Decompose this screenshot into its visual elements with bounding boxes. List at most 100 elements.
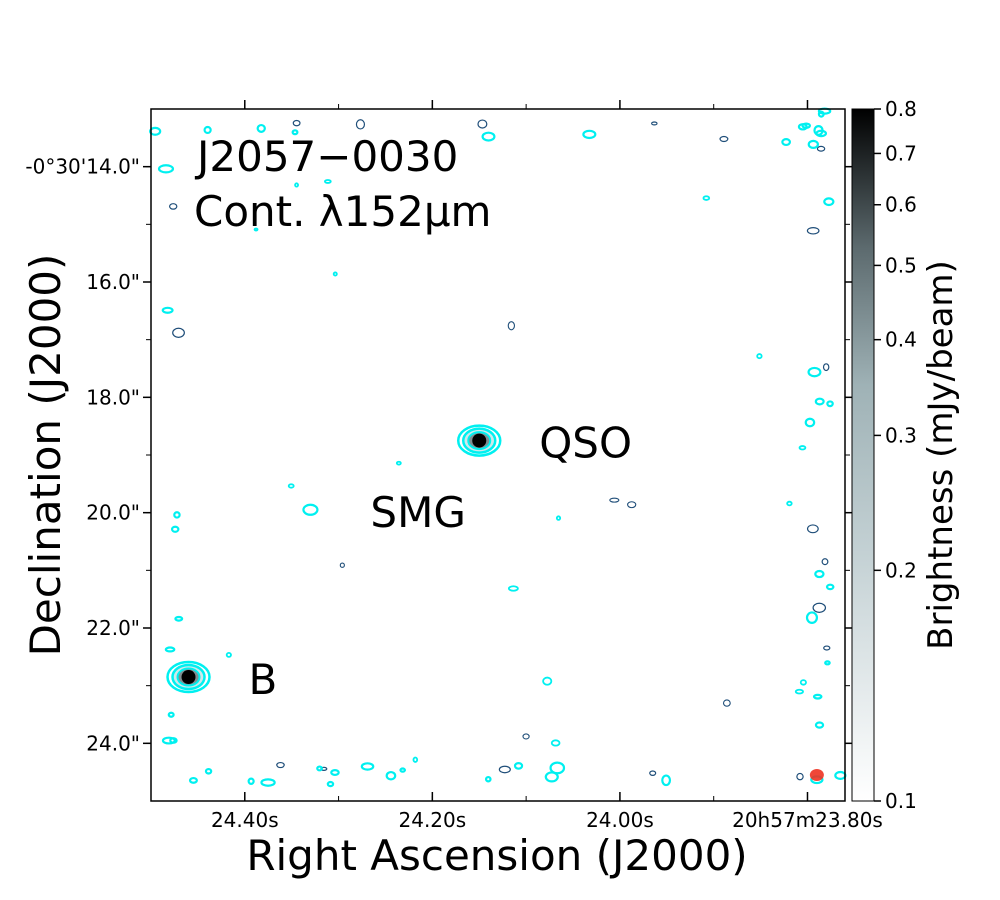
- beam-ellipse: [809, 769, 824, 782]
- positive-contour: [812, 693, 823, 700]
- colorbar: [851, 108, 875, 802]
- positive-contour: [291, 129, 299, 136]
- negative-contour: [169, 203, 178, 210]
- negative-contour: [806, 524, 819, 534]
- positive-contour: [225, 651, 232, 658]
- source-contour-outer: [456, 424, 502, 457]
- positive-contour: [294, 182, 299, 188]
- source-label: QSO: [539, 419, 632, 468]
- negative-contour: [822, 363, 830, 372]
- positive-contour: [316, 765, 323, 772]
- source-qso: QSO: [456, 419, 632, 468]
- colorbar-tick-label: 0.4: [885, 328, 917, 352]
- negative-contour: [649, 770, 657, 776]
- positive-contour: [256, 123, 266, 133]
- negative-contour: [498, 765, 511, 774]
- positive-contour: [173, 511, 181, 519]
- positive-contour: [825, 583, 835, 591]
- positive-contour: [814, 721, 825, 729]
- positive-contour: [161, 306, 174, 314]
- source-contour: [302, 503, 319, 516]
- source-contour-outer: [166, 660, 211, 694]
- positive-contour: [807, 139, 819, 150]
- negative-contour: [719, 135, 729, 143]
- positive-contour: [332, 271, 338, 277]
- negative-contour: [522, 733, 530, 740]
- positive-contour: [412, 756, 419, 763]
- negative-contour: [276, 761, 285, 769]
- positive-contour: [805, 611, 819, 624]
- colorbar-tick-label: 0.8: [885, 97, 917, 121]
- x-tick-label: 24.20s: [399, 808, 467, 832]
- negative-contour: [816, 145, 826, 152]
- source-label: SMG: [370, 488, 465, 537]
- negative-contour: [627, 501, 637, 509]
- negative-contour: [477, 119, 488, 129]
- positive-contour: [582, 129, 597, 140]
- y-tick-label: 24.0": [86, 731, 140, 755]
- positive-contour: [823, 197, 835, 207]
- chart-subtitle: Cont. λ152μm: [194, 187, 491, 236]
- positive-contour: [326, 780, 335, 788]
- negative-contour: [507, 321, 516, 331]
- positive-contour: [826, 400, 834, 408]
- negative-contour: [172, 327, 185, 338]
- negative-contour: [609, 497, 620, 503]
- colorbar-axis: 0.8 0.7 0.6 0.5 0.4 0.3 0.2 0.1: [874, 97, 917, 813]
- x-tick-label: 24.40s: [211, 808, 279, 832]
- positive-contour: [253, 227, 259, 232]
- negative-contour: [821, 558, 829, 566]
- colorbar-tick-label: 0.5: [885, 253, 917, 277]
- x-axis: 24.40s 24.20s 24.00s 20h57m23.80s: [211, 100, 883, 832]
- positive-contour: [798, 445, 807, 451]
- positive-contour: [149, 126, 162, 136]
- y-tick-label: 18.0": [86, 385, 140, 409]
- positive-contour: [814, 569, 825, 579]
- source-smg: SMG: [302, 488, 466, 537]
- colorbar-tick-label: 0.3: [885, 423, 917, 447]
- positive-contour: [813, 125, 824, 136]
- positive-contour: [260, 778, 276, 787]
- positive-contour: [797, 123, 808, 131]
- positive-contour: [756, 353, 763, 360]
- positive-contour: [161, 736, 176, 745]
- chart-title: J2057−0030: [194, 132, 458, 181]
- source-b: B: [166, 655, 277, 704]
- positive-contour: [804, 417, 816, 428]
- y-tick-label: 20.0": [86, 501, 140, 525]
- x-tick-label: 24.00s: [586, 808, 654, 832]
- y-axis-label: Declination (J2000): [21, 254, 70, 657]
- negative-contour: [292, 119, 301, 127]
- positive-contour: [549, 761, 566, 775]
- negative-contour: [722, 699, 731, 707]
- positive-contour: [203, 125, 212, 135]
- positive-contour: [188, 776, 198, 784]
- colorbar-tick-label: 0.2: [885, 558, 917, 582]
- positive-contour: [399, 767, 407, 773]
- positive-contour: [794, 688, 804, 695]
- positive-contour: [247, 777, 255, 785]
- positive-contour: [330, 769, 340, 777]
- source-peak: [472, 433, 487, 448]
- positive-contour: [360, 762, 375, 771]
- positive-contour: [542, 676, 553, 686]
- positive-contour: [661, 774, 672, 787]
- y-tick-label: 22.0": [86, 616, 140, 640]
- positive-contour: [834, 770, 847, 781]
- x-axis-label: Right Ascension (J2000): [246, 831, 747, 880]
- negative-contour: [812, 602, 827, 613]
- positive-contour: [807, 366, 822, 378]
- positive-contour: [513, 761, 524, 770]
- y-axis: -0°30'14.0" 16.0" 18.0" 20.0" 22.0" 24.0": [25, 155, 853, 755]
- colorbar-label: Brightness (mJy/beam): [921, 260, 961, 650]
- positive-contour: [781, 138, 792, 147]
- positive-contour: [702, 195, 711, 201]
- source-peak: [181, 670, 196, 685]
- colorbar-tick-label: 0.1: [885, 789, 917, 813]
- positive-contour: [814, 397, 825, 406]
- negative-contour: [355, 119, 366, 130]
- negative-contour: [806, 227, 820, 235]
- colorbar-tick-label: 0.6: [885, 193, 917, 217]
- noise-contours: [149, 107, 847, 788]
- positive-contour: [484, 775, 492, 783]
